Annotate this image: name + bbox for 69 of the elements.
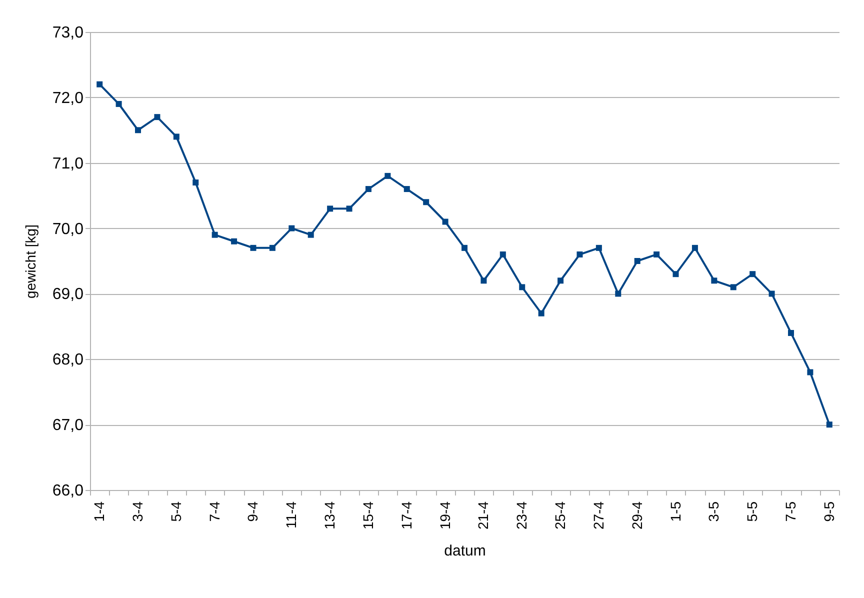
point [250,244,256,251]
x-tick-label: 7-5 [782,501,798,522]
x-tick-label: 21-4 [475,501,492,530]
y-tick-label: 66,0 [52,482,84,500]
x-axis-title: datum [444,542,486,560]
point [634,258,640,264]
point [672,271,679,278]
x-tick-label: 9-4 [244,501,261,522]
point [538,310,544,316]
x-tick-label: 17-4 [398,501,414,530]
point [788,330,794,336]
point [480,278,487,284]
point [384,172,391,179]
point [596,244,602,251]
x-tick-label: 15-4 [360,501,376,530]
point [212,232,218,238]
x-tick-label: 23-4 [514,501,530,530]
point [654,251,660,258]
y-tick-label: 73,0 [52,24,84,42]
point [711,278,718,284]
x-tick-label: 7-4 [206,501,222,522]
point [423,199,430,206]
point [807,369,814,376]
x-tick-label: 3-4 [130,501,146,522]
point [576,251,583,258]
point [692,244,698,251]
point [135,127,142,134]
point [500,251,506,258]
x-tick-label: 5-5 [744,501,760,522]
point [308,232,314,238]
x-tick-label: 1-5 [667,501,684,522]
point [269,244,276,251]
y-tick-label: 70,0 [52,220,84,238]
point [462,244,468,251]
x-tick-label: 29-4 [628,501,645,530]
point [558,278,564,284]
point [750,271,756,278]
point [96,81,103,88]
x-tick-label: 13-4 [322,501,338,530]
point [768,290,775,297]
point [519,284,526,290]
x-tick-label: 27-4 [590,501,606,530]
point [327,206,334,212]
y-tick-label: 69,0 [52,286,84,304]
y-tick-label: 72,0 [52,90,84,107]
x-tick-label: 9-5 [820,501,837,522]
y-tick-label: 68,0 [52,352,84,369]
x-tick-label: 11-4 [283,501,300,528]
point [192,179,199,186]
x-tick-label: 19-4 [436,501,453,530]
x-tick-label: 1-4 [91,501,108,522]
point [154,114,160,120]
point [288,225,295,232]
y-axis-title: gewicht [kg] [22,224,38,298]
point [730,284,736,290]
x-tick-label: 25-4 [552,501,568,530]
y-tick-label: 71,0 [52,155,84,172]
point [231,238,238,244]
x-tick-label: 3-5 [706,501,722,522]
y-tick-label: 67,0 [52,417,84,434]
point [615,290,622,297]
x-tick-label: 5-4 [168,501,184,522]
point [442,218,448,225]
point [365,186,372,192]
point [826,422,832,428]
point [173,134,180,140]
point [116,100,122,107]
point [404,186,410,192]
point [346,206,352,212]
